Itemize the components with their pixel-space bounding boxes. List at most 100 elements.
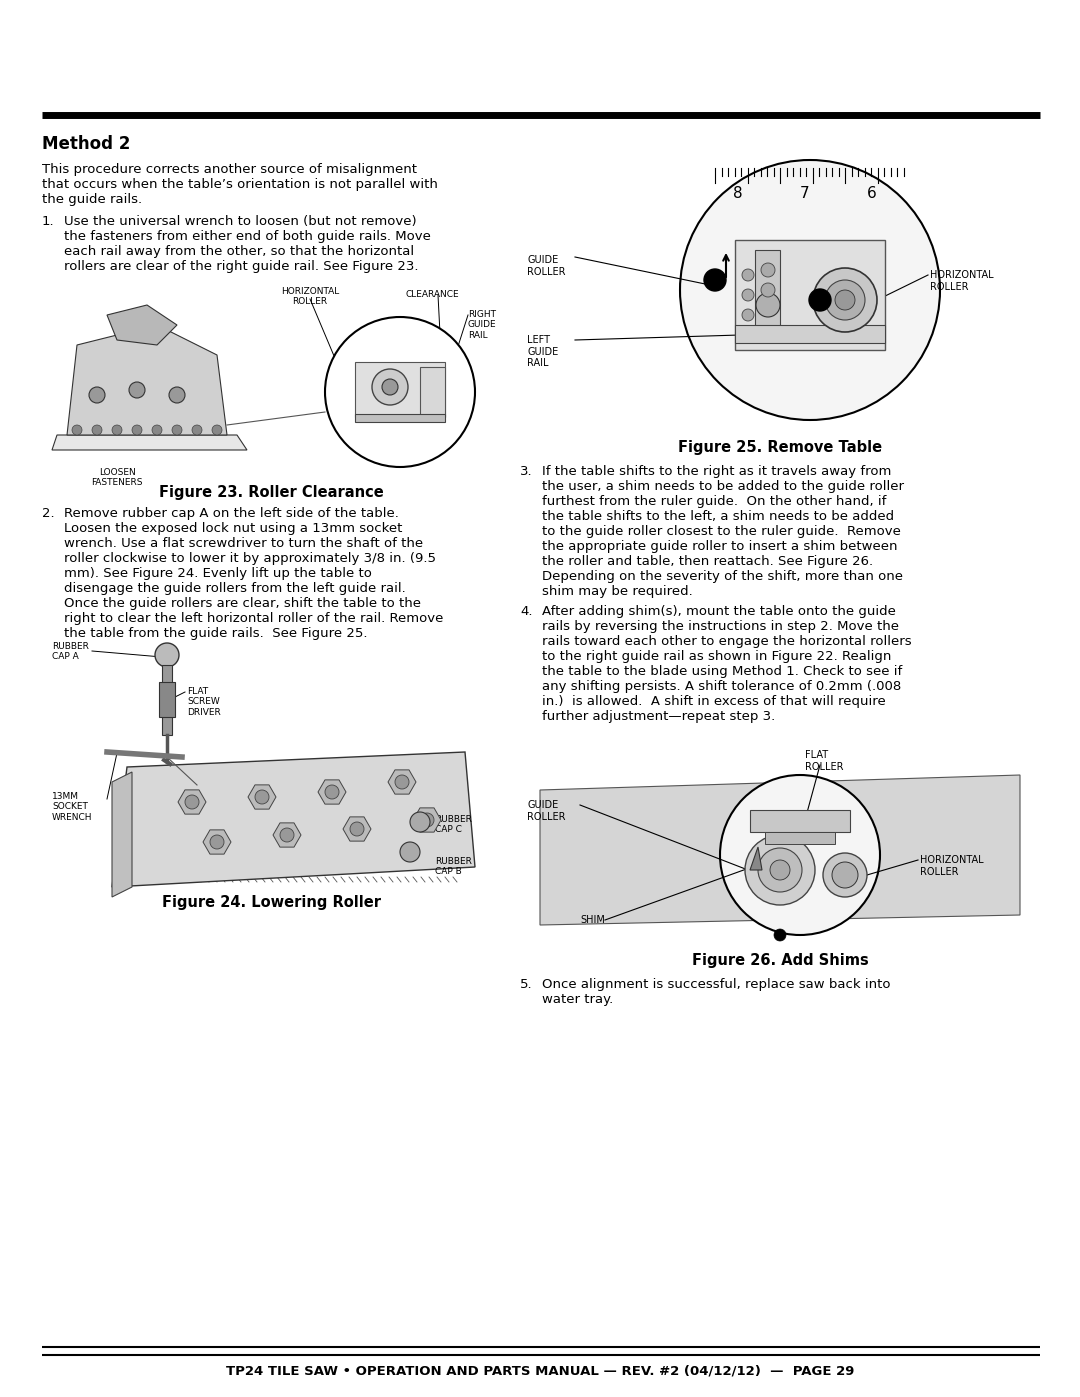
Bar	[750, 810, 850, 833]
Text: 1: 1	[711, 279, 719, 291]
Circle shape	[756, 293, 780, 317]
Bar	[735, 240, 885, 351]
Text: 6: 6	[867, 186, 877, 201]
Circle shape	[745, 835, 815, 905]
Text: HORIZONTAL
ROLLER: HORIZONTAL ROLLER	[920, 855, 984, 876]
Circle shape	[185, 795, 199, 809]
Circle shape	[350, 821, 364, 835]
Circle shape	[774, 929, 786, 942]
Circle shape	[325, 317, 475, 467]
Circle shape	[132, 425, 141, 434]
Circle shape	[112, 425, 122, 434]
Text: Once alignment is successful, replace saw back into
water tray.: Once alignment is successful, replace sa…	[542, 978, 891, 1006]
Circle shape	[212, 425, 222, 434]
Circle shape	[382, 379, 399, 395]
Polygon shape	[203, 830, 231, 854]
Text: TP24 TILE SAW • OPERATION AND PARTS MANUAL — REV. #2 (04/12/12)  —  PAGE 29: TP24 TILE SAW • OPERATION AND PARTS MANU…	[226, 1365, 854, 1377]
Text: 8: 8	[733, 186, 743, 201]
Circle shape	[720, 775, 880, 935]
Text: 1.: 1.	[42, 215, 55, 228]
Circle shape	[742, 309, 754, 321]
Circle shape	[809, 289, 831, 312]
Text: Figure 24. Lowering Roller: Figure 24. Lowering Roller	[162, 895, 380, 909]
Circle shape	[192, 425, 202, 434]
Text: Method 2: Method 2	[42, 136, 131, 154]
Text: LOOSEN
FASTENERS: LOOSEN FASTENERS	[91, 468, 143, 488]
Circle shape	[172, 425, 183, 434]
Text: GUIDE
ROLLER: GUIDE ROLLER	[527, 800, 566, 821]
Text: 3.: 3.	[519, 465, 532, 478]
Circle shape	[255, 789, 269, 805]
Text: Figure 25. Remove Table: Figure 25. Remove Table	[678, 440, 882, 455]
Text: RIGHT
GUIDE
RAIL: RIGHT GUIDE RAIL	[468, 310, 497, 339]
Circle shape	[152, 425, 162, 434]
Text: LEFT
GUIDE
RAIL: LEFT GUIDE RAIL	[527, 335, 558, 369]
Circle shape	[770, 861, 789, 880]
Circle shape	[835, 291, 855, 310]
Circle shape	[89, 387, 105, 402]
Circle shape	[168, 387, 185, 402]
Circle shape	[832, 862, 858, 888]
Circle shape	[395, 775, 409, 789]
Text: FLAT
SCREW
DRIVER: FLAT SCREW DRIVER	[187, 687, 220, 717]
Text: If the table shifts to the right as it travels away from
the user, a shim needs : If the table shifts to the right as it t…	[542, 465, 904, 598]
Text: 4.: 4.	[519, 605, 532, 617]
Polygon shape	[67, 326, 227, 434]
Circle shape	[761, 263, 775, 277]
Polygon shape	[388, 770, 416, 793]
Bar	[159, 682, 175, 717]
Bar	[735, 326, 885, 344]
Text: CLEARANCE: CLEARANCE	[405, 291, 459, 299]
Text: RUBBER
CAP A: RUBBER CAP A	[52, 643, 89, 661]
Polygon shape	[112, 752, 475, 887]
Text: Use the universal wrench to loosen (but not remove)
the fasteners from either en: Use the universal wrench to loosen (but …	[64, 215, 431, 272]
Polygon shape	[540, 775, 1020, 925]
Circle shape	[92, 425, 102, 434]
Circle shape	[825, 279, 865, 320]
Text: GUIDE
ROLLER: GUIDE ROLLER	[527, 256, 566, 277]
Bar	[355, 414, 445, 422]
Polygon shape	[178, 789, 206, 814]
Text: 5.: 5.	[519, 978, 532, 990]
Text: This procedure corrects another source of misalignment
that occurs when the tabl: This procedure corrects another source o…	[42, 163, 437, 205]
Polygon shape	[413, 807, 441, 833]
Text: Figure 26. Add Shims: Figure 26. Add Shims	[691, 953, 868, 968]
Text: 2: 2	[816, 300, 824, 310]
Circle shape	[420, 813, 434, 827]
Text: HORIZONTAL
ROLLER: HORIZONTAL ROLLER	[281, 286, 339, 306]
Circle shape	[72, 425, 82, 434]
Bar	[355, 362, 445, 416]
Circle shape	[758, 848, 802, 893]
Text: SHIM: SHIM	[580, 915, 605, 925]
Circle shape	[704, 270, 726, 291]
Bar	[162, 665, 172, 735]
Text: HORIZONTAL
ROLLER: HORIZONTAL ROLLER	[930, 270, 994, 292]
Polygon shape	[112, 773, 132, 897]
Text: Remove rubber cap A on the left side of the table.
Loosen the exposed lock nut u: Remove rubber cap A on the left side of …	[64, 507, 444, 640]
Bar	[420, 367, 445, 416]
Polygon shape	[750, 847, 762, 870]
Polygon shape	[107, 305, 177, 345]
Circle shape	[742, 289, 754, 300]
Circle shape	[129, 381, 145, 398]
Text: Figure 23. Roller Clearance: Figure 23. Roller Clearance	[159, 485, 383, 500]
Polygon shape	[248, 785, 276, 809]
Polygon shape	[273, 823, 301, 847]
Polygon shape	[52, 434, 247, 450]
Circle shape	[680, 161, 940, 420]
Text: RUBBER
CAP C: RUBBER CAP C	[435, 814, 472, 834]
Circle shape	[280, 828, 294, 842]
Circle shape	[761, 284, 775, 298]
Circle shape	[156, 643, 179, 666]
Circle shape	[325, 785, 339, 799]
Circle shape	[742, 270, 754, 281]
Text: 13MM
SOCKET
WRENCH: 13MM SOCKET WRENCH	[52, 792, 93, 821]
Circle shape	[400, 842, 420, 862]
Circle shape	[813, 268, 877, 332]
Bar	[765, 833, 835, 844]
Circle shape	[410, 812, 430, 833]
Circle shape	[210, 835, 224, 849]
Text: RUBBER
CAP B: RUBBER CAP B	[435, 856, 472, 876]
Polygon shape	[343, 817, 372, 841]
Text: After adding shim(s), mount the table onto the guide
rails by reversing the inst: After adding shim(s), mount the table on…	[542, 605, 912, 724]
